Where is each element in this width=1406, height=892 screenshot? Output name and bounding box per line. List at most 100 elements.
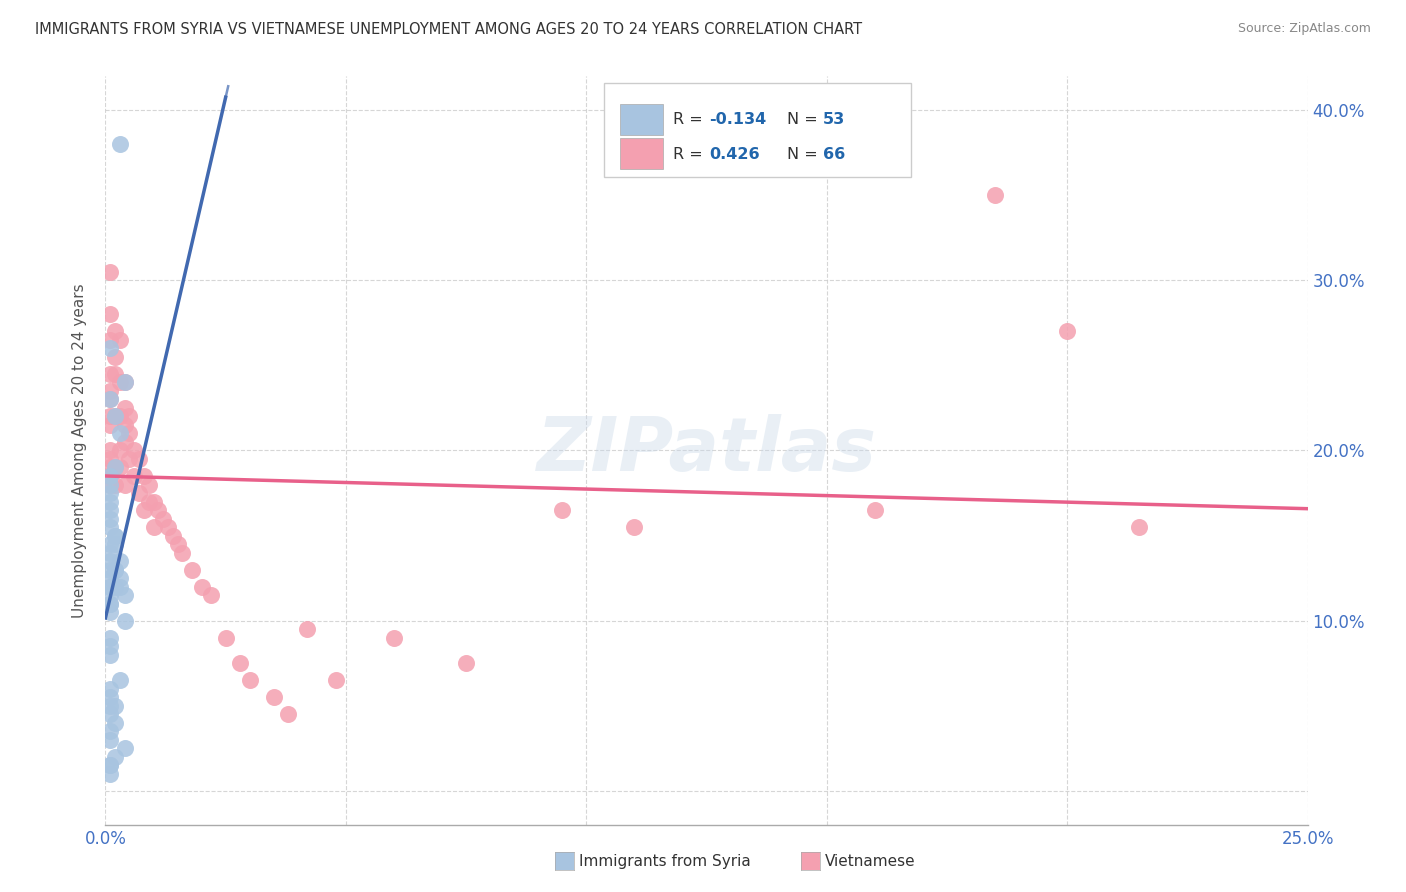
Point — [98, 486, 121, 500]
Point — [277, 707, 299, 722]
Point — [104, 698, 127, 713]
Point — [98, 546, 121, 560]
Point — [98, 384, 121, 398]
Point — [325, 673, 347, 688]
Point — [551, 503, 574, 517]
Point — [152, 511, 174, 525]
Point — [98, 265, 121, 279]
Point — [104, 367, 127, 381]
Point — [108, 426, 131, 441]
Point — [104, 715, 127, 730]
Text: Vietnamese: Vietnamese — [825, 855, 915, 869]
Point — [98, 503, 121, 517]
Point — [98, 409, 121, 424]
Point — [162, 528, 184, 542]
Point — [98, 554, 121, 568]
Point — [156, 520, 179, 534]
Point — [263, 690, 285, 705]
Point — [108, 673, 131, 688]
Point — [98, 597, 121, 611]
Point — [104, 537, 127, 551]
Point — [104, 580, 127, 594]
Point — [114, 417, 136, 432]
Point — [297, 622, 319, 636]
Point — [114, 434, 136, 449]
Point — [104, 324, 127, 338]
Point — [214, 631, 236, 645]
Text: R =: R = — [673, 147, 707, 162]
Point — [98, 733, 121, 747]
Point — [190, 580, 212, 594]
Point — [104, 460, 127, 475]
Point — [98, 417, 121, 432]
Point — [138, 494, 160, 508]
Point — [200, 588, 222, 602]
Point — [104, 750, 127, 764]
Text: -0.134: -0.134 — [709, 112, 766, 127]
Point — [98, 537, 121, 551]
Point — [98, 690, 121, 705]
Point — [98, 597, 121, 611]
Point — [98, 580, 121, 594]
Point — [1056, 324, 1078, 338]
Point — [98, 648, 121, 662]
Point — [124, 443, 146, 458]
Point — [98, 640, 121, 654]
Point — [98, 333, 121, 347]
Point — [98, 571, 121, 585]
Text: 66: 66 — [823, 147, 845, 162]
Point — [104, 409, 127, 424]
Point — [98, 631, 121, 645]
Point — [124, 469, 146, 483]
Point — [98, 605, 121, 619]
FancyBboxPatch shape — [605, 83, 911, 177]
Point — [104, 409, 127, 424]
Point — [108, 443, 131, 458]
Point — [114, 588, 136, 602]
Point — [108, 333, 131, 347]
Text: N =: N = — [787, 147, 823, 162]
Point — [108, 460, 131, 475]
Point — [98, 392, 121, 407]
Point — [98, 494, 121, 508]
Point — [984, 188, 1007, 202]
Text: IMMIGRANTS FROM SYRIA VS VIETNAMESE UNEMPLOYMENT AMONG AGES 20 TO 24 YEARS CORRE: IMMIGRANTS FROM SYRIA VS VIETNAMESE UNEM… — [35, 22, 862, 37]
Point — [108, 376, 131, 390]
Point — [108, 554, 131, 568]
Point — [98, 511, 121, 525]
Point — [98, 367, 121, 381]
Point — [132, 469, 155, 483]
Point — [104, 528, 127, 542]
Point — [108, 580, 131, 594]
Point — [98, 681, 121, 696]
Point — [98, 443, 121, 458]
Point — [98, 520, 121, 534]
Point — [128, 486, 150, 500]
Point — [108, 571, 131, 585]
Point — [114, 376, 136, 390]
Point — [104, 477, 127, 491]
Point — [229, 657, 252, 671]
Text: Immigrants from Syria: Immigrants from Syria — [579, 855, 751, 869]
Point — [98, 477, 121, 491]
Point — [456, 657, 478, 671]
Point — [98, 392, 121, 407]
Point — [98, 767, 121, 781]
Point — [181, 563, 204, 577]
Point — [118, 426, 141, 441]
Point — [142, 494, 165, 508]
Point — [118, 452, 141, 467]
Point — [108, 136, 131, 151]
Point — [98, 307, 121, 321]
Point — [98, 460, 121, 475]
Point — [104, 460, 127, 475]
Point — [114, 376, 136, 390]
Point — [104, 563, 127, 577]
Point — [98, 341, 121, 355]
Point — [98, 563, 121, 577]
Point — [98, 580, 121, 594]
Point — [98, 724, 121, 739]
Point — [138, 477, 160, 491]
Text: 53: 53 — [823, 112, 845, 127]
Y-axis label: Unemployment Among Ages 20 to 24 years: Unemployment Among Ages 20 to 24 years — [72, 283, 87, 618]
